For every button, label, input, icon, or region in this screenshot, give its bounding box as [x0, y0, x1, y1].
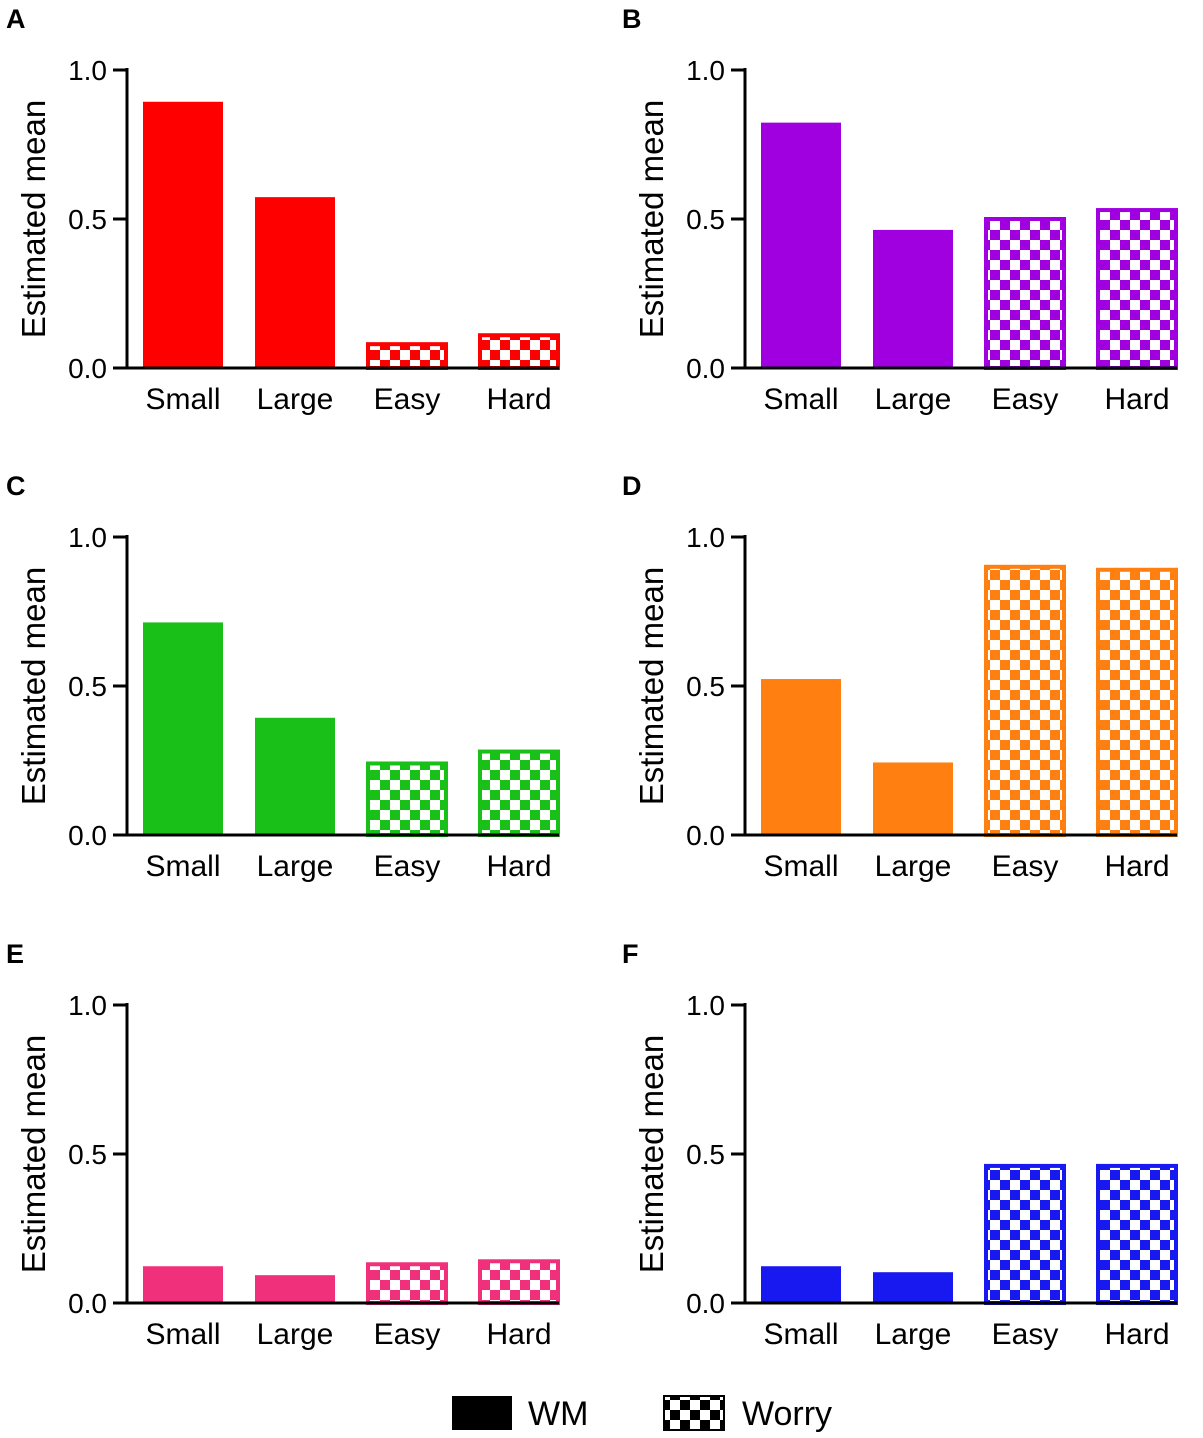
- bar-e-easy: [366, 1262, 448, 1306]
- panel-e: E Estimated mean 0.0 0.5 1.0 Small Large Easy Ha…: [6, 939, 560, 1351]
- y-axis-label-c: Estimated mean: [15, 567, 52, 805]
- x-category-label-b: Easy: [992, 383, 1059, 416]
- x-category-label-e: Large: [257, 1318, 334, 1351]
- y-tick-label-c: 1.0: [68, 522, 107, 553]
- y-axis-label-e: Estimated mean: [15, 1035, 52, 1273]
- x-category-label-a: Easy: [374, 383, 441, 416]
- y-axis-label-b: Estimated mean: [633, 100, 670, 338]
- bar-e-large: [255, 1275, 335, 1305]
- y-tick-label-b: 0.0: [686, 353, 725, 384]
- bar-a-large: [255, 197, 335, 369]
- bar-b-hard: [1096, 208, 1178, 370]
- y-axis-label-f: Estimated mean: [633, 1035, 670, 1273]
- y-tick-label-f: 0.0: [686, 1288, 725, 1319]
- panel-a: A Estimated mean 0.0 0.5 1.0 Small Large Easy Ha…: [6, 4, 560, 416]
- y-tick-label-d: 1.0: [686, 522, 725, 553]
- legend-label-wm: WM: [528, 1395, 588, 1433]
- panel-d: D Estimated mean 0.0 0.5 1.0 Small Large Easy Ha…: [622, 471, 1178, 883]
- x-category-label-f: Hard: [1104, 1318, 1169, 1351]
- x-category-label-e: Small: [145, 1318, 220, 1351]
- bar-d-small: [761, 679, 841, 836]
- y-tick-label-e: 0.5: [68, 1139, 107, 1170]
- bar-f-small: [761, 1266, 841, 1304]
- bar-b-easy: [984, 217, 1066, 370]
- x-category-label-c: Large: [257, 850, 334, 883]
- x-category-label-c: Easy: [374, 850, 441, 883]
- panel-c: C Estimated mean 0.0 0.5 1.0 Small Large Easy Ha…: [6, 471, 560, 883]
- bar-e-small: [143, 1266, 223, 1304]
- bar-a-easy: [366, 342, 448, 371]
- y-tick-label-c: 0.0: [68, 820, 107, 851]
- x-category-label-e: Easy: [374, 1318, 441, 1351]
- y-tick-label-a: 0.0: [68, 353, 107, 384]
- bar-c-small: [143, 622, 223, 836]
- x-category-label-b: Hard: [1104, 383, 1169, 416]
- y-tick-label-a: 1.0: [68, 55, 107, 86]
- x-category-label-b: Large: [875, 383, 952, 416]
- bar-c-easy: [366, 761, 448, 837]
- panel-letter-f: F: [622, 939, 639, 969]
- y-tick-label-f: 1.0: [686, 990, 725, 1021]
- x-category-label-f: Large: [875, 1318, 952, 1351]
- bar-c-large: [255, 717, 335, 837]
- panel-b: B Estimated mean 0.0 0.5 1.0 Small Large Easy Ha…: [622, 4, 1178, 416]
- legend-swatch-wm: [452, 1396, 512, 1430]
- x-category-label-e: Hard: [486, 1318, 551, 1351]
- x-category-label-a: Hard: [486, 383, 551, 416]
- x-category-label-a: Large: [257, 383, 334, 416]
- y-tick-label-b: 0.5: [686, 204, 725, 235]
- x-category-label-d: Easy: [992, 850, 1059, 883]
- panel-letter-e: E: [6, 939, 24, 969]
- y-axis-label-d: Estimated mean: [633, 567, 670, 805]
- panel-letter-a: A: [6, 4, 26, 34]
- panel-letter-b: B: [622, 4, 642, 34]
- x-category-label-c: Small: [145, 850, 220, 883]
- y-tick-label-e: 1.0: [68, 990, 107, 1021]
- bar-b-small: [761, 122, 841, 369]
- y-tick-label-f: 0.5: [686, 1139, 725, 1170]
- bar-d-large: [873, 762, 953, 836]
- y-tick-label-e: 0.0: [68, 1288, 107, 1319]
- bar-f-hard: [1096, 1163, 1178, 1306]
- x-category-label-a: Small: [145, 383, 220, 416]
- panel-f: F Estimated mean 0.0 0.5 1.0 Small Large Easy Ha…: [622, 939, 1178, 1351]
- bar-f-large: [873, 1272, 953, 1304]
- bar-f-easy: [984, 1163, 1066, 1306]
- bar-d-easy: [984, 564, 1066, 837]
- legend-swatch-worry: [663, 1395, 725, 1431]
- legend: WM Worry: [452, 1395, 832, 1433]
- x-category-label-d: Large: [875, 850, 952, 883]
- y-tick-label-a: 0.5: [68, 204, 107, 235]
- bar-e-hard: [478, 1259, 560, 1306]
- bar-a-small: [143, 101, 223, 369]
- x-category-label-c: Hard: [486, 850, 551, 883]
- x-category-label-d: Small: [763, 850, 838, 883]
- y-tick-label-d: 0.0: [686, 820, 725, 851]
- x-category-label-d: Hard: [1104, 850, 1169, 883]
- x-category-label-f: Easy: [992, 1318, 1059, 1351]
- bar-b-large: [873, 229, 953, 369]
- y-tick-label-c: 0.5: [68, 671, 107, 702]
- panel-letter-c: C: [6, 471, 26, 501]
- panels-group: A Estimated mean 0.0 0.5 1.0 Small Large Easy Ha…: [6, 4, 1178, 1351]
- y-axis-label-a: Estimated mean: [15, 100, 52, 338]
- y-tick-label-b: 1.0: [686, 55, 725, 86]
- bar-c-hard: [478, 749, 560, 837]
- bar-d-hard: [1096, 567, 1178, 838]
- legend-label-worry: Worry: [742, 1395, 832, 1433]
- y-tick-label-d: 0.5: [686, 671, 725, 702]
- bar-a-hard: [478, 333, 560, 370]
- x-category-label-f: Small: [763, 1318, 838, 1351]
- x-category-label-b: Small: [763, 383, 838, 416]
- panel-letter-d: D: [622, 471, 642, 501]
